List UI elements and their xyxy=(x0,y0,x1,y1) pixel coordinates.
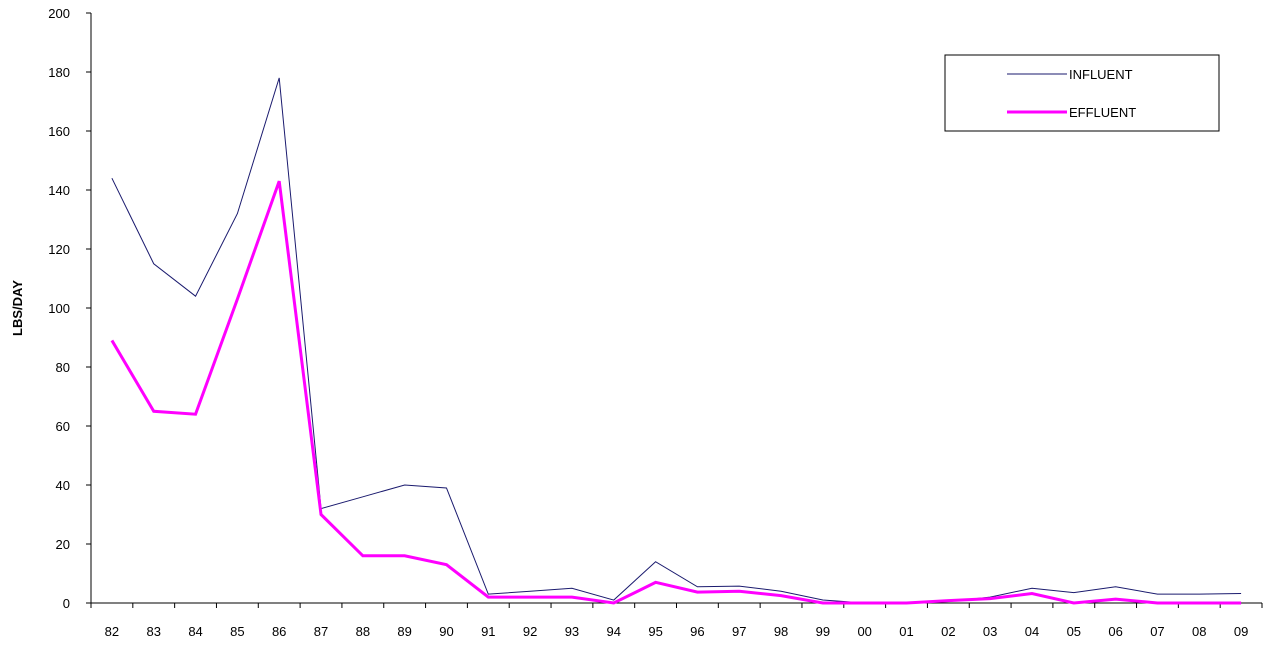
x-tick-label: 02 xyxy=(941,624,955,639)
x-tick-label: 97 xyxy=(732,624,746,639)
y-tick-label: 200 xyxy=(48,6,70,21)
y-tick-label: 180 xyxy=(48,65,70,80)
x-tick-label: 94 xyxy=(607,624,621,639)
x-tick-label: 08 xyxy=(1192,624,1206,639)
series-line-effluent xyxy=(110,180,1242,605)
x-tick-label: 00 xyxy=(857,624,871,639)
y-tick-label: 160 xyxy=(48,124,70,139)
y-tick-label: 120 xyxy=(48,242,70,257)
x-tick-label: 84 xyxy=(188,624,202,639)
x-tick-label: 85 xyxy=(230,624,244,639)
x-tick-label: 01 xyxy=(899,624,913,639)
y-ticks: 0 20 40 60 80 100 120 140 160 180 200 xyxy=(48,6,91,611)
y-tick-label: 100 xyxy=(48,301,70,316)
x-tick-label: 99 xyxy=(816,624,830,639)
legend-influent-label: INFLUENT xyxy=(1069,67,1133,82)
x-tick-label: 83 xyxy=(146,624,160,639)
series-layer xyxy=(110,77,1242,605)
y-tick-label: 40 xyxy=(56,478,70,493)
legend-effluent-label: EFFLUENT xyxy=(1069,105,1136,120)
x-tick-label: 09 xyxy=(1234,624,1248,639)
x-tick-label: 04 xyxy=(1025,624,1039,639)
x-tick-label: 05 xyxy=(1067,624,1081,639)
x-tick-label: 82 xyxy=(105,624,119,639)
x-tick-label: 06 xyxy=(1108,624,1122,639)
x-tick-label: 03 xyxy=(983,624,997,639)
x-tick-label: 88 xyxy=(356,624,370,639)
y-axis: 0 20 40 60 80 100 120 140 160 180 200 xyxy=(48,6,92,611)
y-tick-label: 60 xyxy=(56,419,70,434)
x-tick-label: 86 xyxy=(272,624,286,639)
x-tick-label: 95 xyxy=(648,624,662,639)
x-tick-label: 98 xyxy=(774,624,788,639)
x-tick-label: 90 xyxy=(439,624,453,639)
x-tick-label: 92 xyxy=(523,624,537,639)
x-ticks: 82 83 84 85 86 87 88 89 90 91 92 93 94 95 96 97 98 99 00 01… xyxy=(90,603,1263,639)
x-tick-label: 93 xyxy=(565,624,579,639)
legend-box xyxy=(944,54,1220,132)
series-line-influent xyxy=(111,77,1242,604)
y-axis-title: LBS/DAY xyxy=(10,280,25,336)
y-tick-label: 140 xyxy=(48,183,70,198)
x-axis: 82 83 84 85 86 87 88 89 90 91 92 93 94 95 96 97 98 99 00 01… xyxy=(90,602,1263,639)
y-tick-label: 20 xyxy=(56,537,70,552)
legend: INFLUENT EFFLUENT xyxy=(944,54,1220,132)
y-tick-label: 0 xyxy=(63,596,70,611)
y-tick-label: 80 xyxy=(56,360,70,375)
x-tick-label: 96 xyxy=(690,624,704,639)
x-tick-label: 07 xyxy=(1150,624,1164,639)
x-tick-label: 89 xyxy=(397,624,411,639)
x-tick-label: 87 xyxy=(314,624,328,639)
x-tick-label: 91 xyxy=(481,624,495,639)
